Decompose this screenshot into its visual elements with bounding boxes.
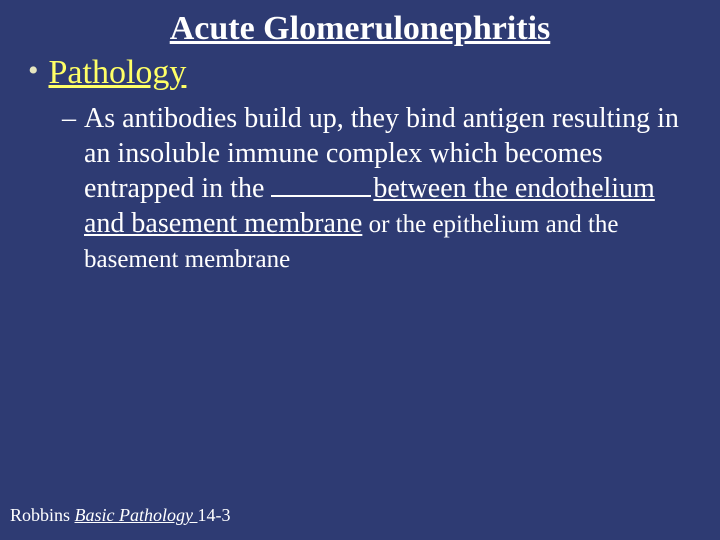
fill-blank <box>271 195 371 197</box>
footer-ref: 14-3 <box>198 505 231 525</box>
footer-author: Robbins <box>10 505 75 525</box>
bullet-icon: • <box>28 54 39 87</box>
footer-book: Basic Pathology <box>75 505 198 525</box>
body-row: – As antibodies build up, they bind anti… <box>62 101 700 276</box>
dash-icon: – <box>62 101 76 136</box>
footer-citation: Robbins Basic Pathology 14-3 <box>10 505 231 526</box>
slide: Acute Glomerulonephritis • Pathology – A… <box>0 0 720 540</box>
body-text: As antibodies build up, they bind antige… <box>84 101 684 276</box>
section-row: • Pathology <box>28 54 700 91</box>
section-heading: Pathology <box>49 54 187 91</box>
slide-title: Acute Glomerulonephritis <box>20 10 700 48</box>
